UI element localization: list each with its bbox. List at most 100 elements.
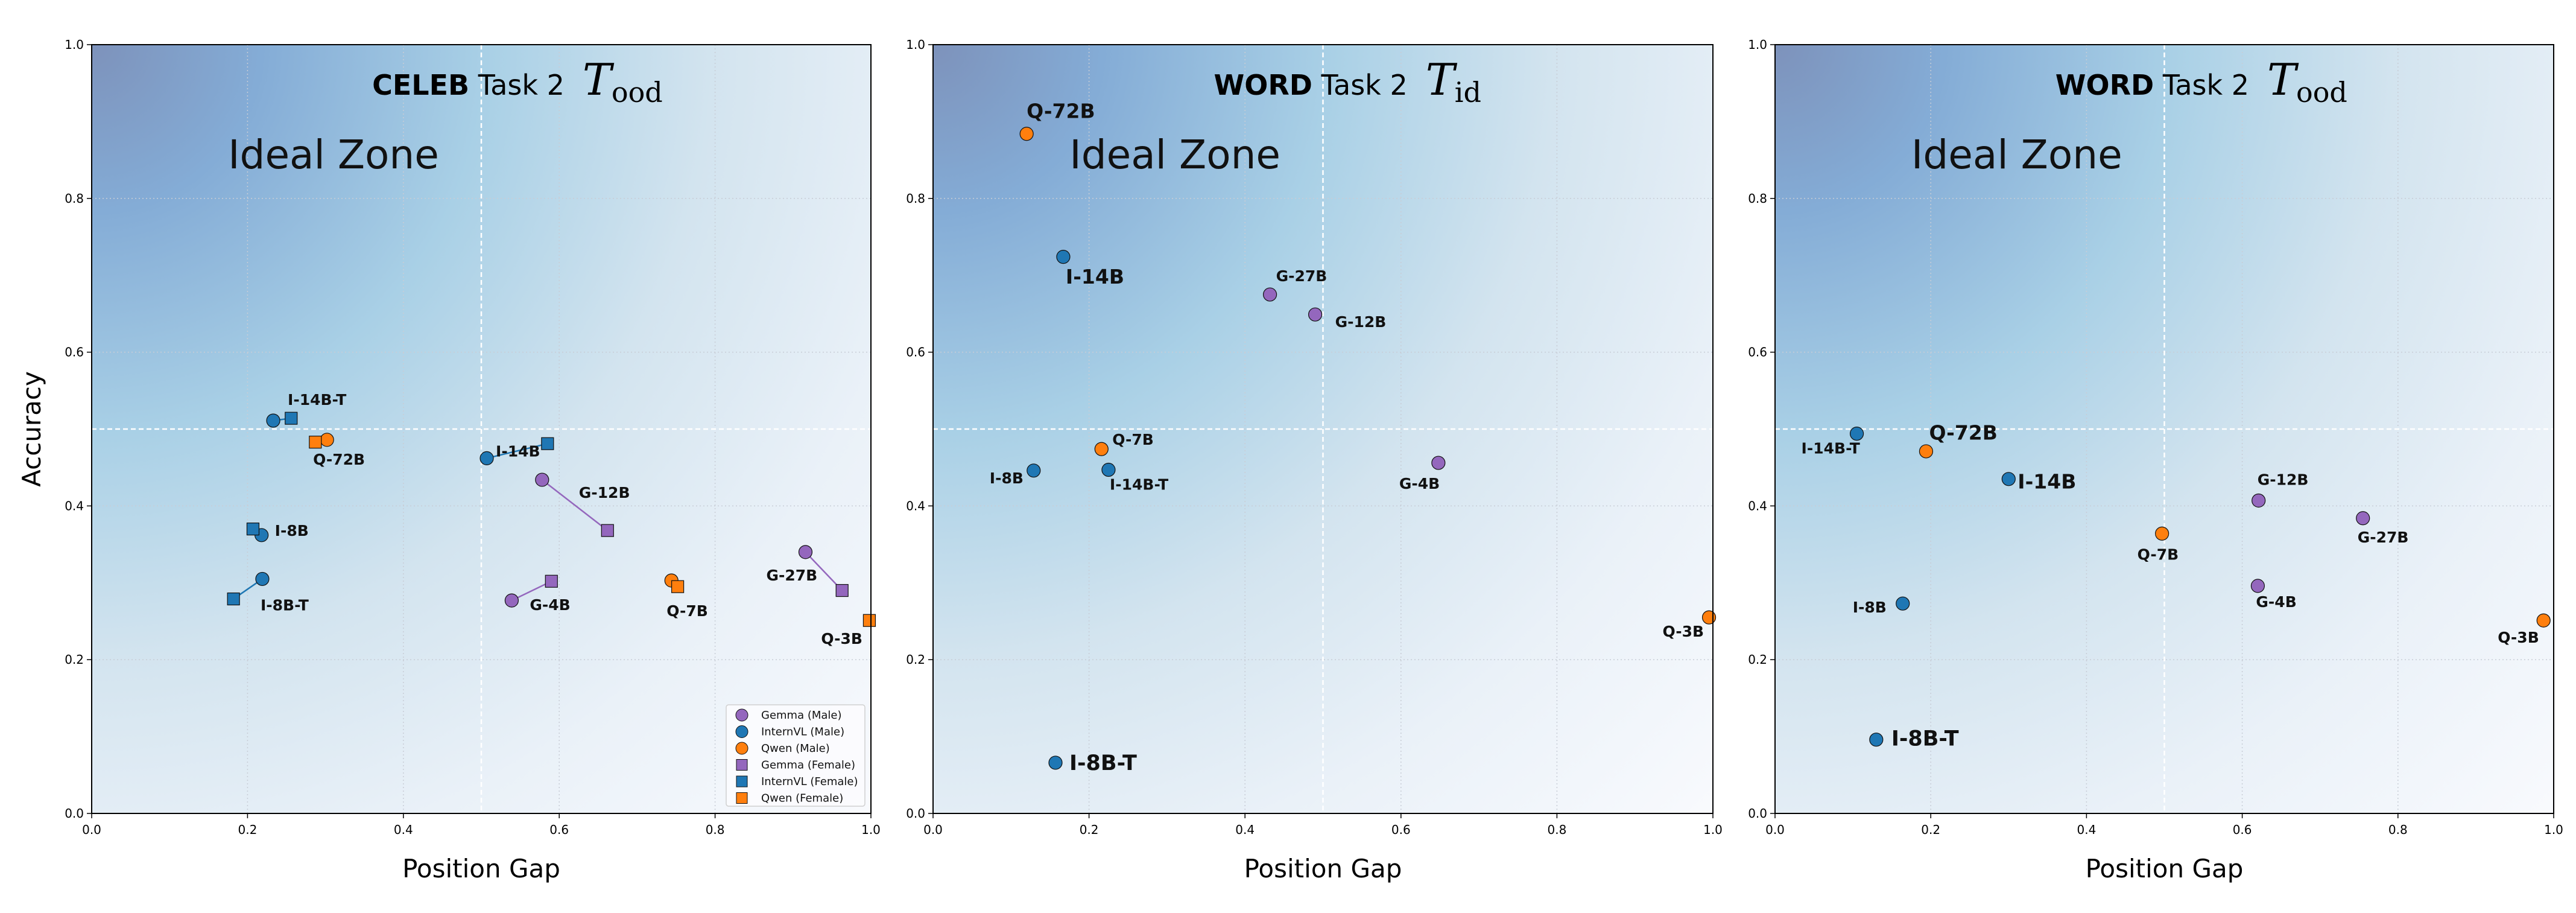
y-tick-label: 0.4: [906, 498, 925, 513]
point-male-q-3b: [1701, 610, 1717, 625]
axes-frame: [1774, 44, 2554, 814]
point-male-q-72b: [320, 433, 334, 447]
point-female-q-72b: [309, 436, 322, 449]
y-tick-label: 0.2: [1748, 652, 1767, 667]
point-label: Q-3B: [1663, 623, 1704, 640]
point-male-g-4b: [2250, 579, 2265, 593]
ideal-zone-annotation: Ideal Zone: [228, 132, 439, 178]
y-tick-label: 0.6: [906, 345, 925, 360]
point-label: G-12B: [579, 484, 630, 501]
y-tick-label: 0.2: [65, 652, 84, 667]
point-female-i-8b: [246, 523, 260, 536]
point-male-i-8b-t: [1048, 756, 1063, 770]
title-subscript: ood: [612, 76, 663, 109]
panel-title: WORD Task 2 Tid: [1214, 54, 1481, 109]
title-task: Task 2: [1321, 69, 1408, 101]
legend-marker-circle: [735, 725, 748, 738]
point-label: I-8B: [275, 522, 309, 539]
point-male-g-27b: [2356, 511, 2370, 526]
axes-frame: [91, 44, 872, 814]
y-axis-label: Accuracy: [17, 371, 46, 487]
point-label: G-12B: [2258, 471, 2309, 488]
point-male-g-27b: [1262, 287, 1277, 302]
title-symbol: T: [2267, 54, 2299, 105]
x-tick-label: 0.6: [549, 822, 569, 837]
title-space: [2154, 69, 2163, 101]
point-male-q-7b: [2155, 526, 2169, 541]
point-label: I-14B-T: [1802, 440, 1860, 457]
point-label: Q-72B: [313, 451, 365, 468]
point-male-g-27b: [798, 545, 813, 559]
x-tick-label: 0.4: [1235, 822, 1255, 837]
y-tick-label: 0.0: [906, 806, 925, 821]
male-female-connector: [511, 581, 552, 602]
point-male-q-72b: [1919, 444, 1934, 459]
point-label: G-27B: [2358, 529, 2409, 546]
legend: Gemma (Male) InternVL (Male) Qwen (Male) Ge…: [726, 704, 866, 807]
scatter-panel-2: 0.0 0.2 0.4 0.6 0.8 1.0 0.0 0.2 0.4 0.6 0.8 1.0 Idea…: [906, 37, 1723, 883]
point-label: G-27B: [1276, 267, 1328, 285]
title-dataset: WORD: [1214, 69, 1312, 101]
point-label: G-4B: [530, 596, 570, 614]
point-male-i-14b: [1056, 250, 1071, 264]
point-female-i-14b-t: [285, 412, 298, 425]
point-label: I-14B-T: [1110, 476, 1168, 494]
point-female-g-12b: [601, 524, 614, 537]
point-label: Q-3B: [2498, 629, 2539, 646]
x-tick-label: 0.0: [923, 822, 943, 837]
x-tick-label: 0.2: [238, 822, 257, 837]
point-male-g-12b: [2252, 493, 2266, 508]
point-female-g-4b: [545, 574, 558, 588]
x-tick-label: 0.0: [82, 822, 101, 837]
x-tick-label: 1.0: [861, 822, 881, 837]
point-label: Q-7B: [2138, 546, 2179, 563]
y-tick-label: 1.0: [906, 37, 925, 52]
point-label: G-4B: [2256, 593, 2296, 611]
y-tick-label: 0.8: [1748, 191, 1767, 206]
title-task: Task 2: [2162, 69, 2249, 101]
point-male-i-14b-t: [266, 413, 280, 428]
point-label: I-14B: [496, 442, 540, 460]
x-tick-label: 0.0: [1765, 822, 1785, 837]
point-label: I-14B-T: [288, 391, 346, 409]
x-tick-label: 0.4: [2077, 822, 2096, 837]
point-label: I-8B-T: [261, 596, 309, 614]
legend-marker-circle: [735, 742, 748, 755]
x-axis-label: Position Gap: [2086, 854, 2244, 883]
point-label: I-8B-T: [1891, 727, 1959, 751]
x-tick-label: 0.2: [1921, 822, 1940, 837]
y-tick-label: 0.6: [65, 345, 84, 360]
y-tick-label: 0.4: [1748, 498, 1767, 513]
point-male-i-8b: [1027, 463, 1041, 478]
point-label: Q-72B: [1929, 421, 1997, 444]
scatter-panel-3: 0.0 0.2 0.4 0.6 0.8 1.0 0.0 0.2 0.4 0.6 0.8 1.0 Idea…: [1748, 37, 2563, 883]
x-tick-label: 0.8: [1547, 822, 1566, 837]
male-female-connector: [805, 551, 843, 591]
legend-marker-circle: [735, 708, 748, 722]
point-male-i-8b: [1896, 596, 1910, 611]
y-tick-label: 0.2: [906, 652, 925, 667]
point-male-g-4b: [1431, 456, 1446, 470]
legend-entry: Gemma (Male): [761, 709, 842, 722]
point-label: G-12B: [1335, 313, 1387, 331]
point-label: G-27B: [766, 567, 817, 584]
point-label: I-14B: [2017, 469, 2076, 493]
panel-title: CELEB Task 2 Tood: [372, 54, 663, 109]
point-label: Q-3B: [821, 630, 862, 647]
point-female-q-3b: [862, 614, 876, 627]
male-female-connector: [486, 442, 548, 459]
y-tick-label: 1.0: [1748, 37, 1767, 52]
point-label: G-4B: [1399, 475, 1440, 492]
point-female-q-7b: [671, 580, 685, 593]
y-tick-label: 1.0: [65, 37, 84, 52]
legend-entry: InternVL (Female): [761, 775, 858, 788]
panel-title: WORD Task 2 Tood: [2055, 54, 2347, 109]
point-male-g-12b: [1308, 307, 1323, 322]
legend-marker-square: [736, 792, 748, 804]
point-label: Q-7B: [666, 602, 708, 620]
y-tick-label: 0.4: [65, 498, 84, 513]
y-tick-label: 0.0: [65, 806, 84, 821]
title-subscript: id: [1455, 76, 1481, 109]
x-tick-label: 1.0: [2544, 822, 2563, 837]
